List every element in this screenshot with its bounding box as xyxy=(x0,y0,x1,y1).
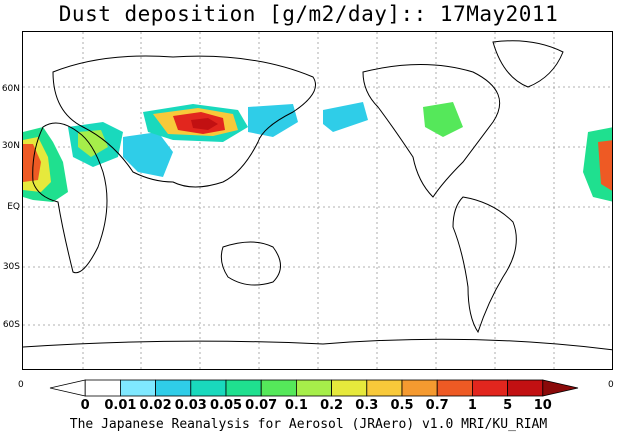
colorbar-label: 0.01 xyxy=(104,398,137,413)
colorbar-right-zero: 0 xyxy=(608,380,614,390)
map-canvas xyxy=(23,32,612,369)
footer-credit: The Japanese Reanalysis for Aerosol (JRA… xyxy=(69,417,548,432)
colorbar-label: 0.5 xyxy=(390,398,414,413)
lat-label-eq: EQ xyxy=(7,202,20,212)
coastlines xyxy=(23,40,612,351)
colorbar-label: 0.03 xyxy=(174,398,207,413)
colorbar-label: 0.07 xyxy=(245,398,278,413)
colorbar-label: 1 xyxy=(467,398,477,413)
colorbar-swatch xyxy=(84,379,121,397)
map-title: Dust deposition [g/m2/day]:: 17May2011 xyxy=(58,2,559,26)
colorbar-swatch xyxy=(190,379,227,397)
colorbar-label: 0.02 xyxy=(139,398,172,413)
colorbar-swatch xyxy=(401,379,438,397)
colorbar-label: 0.7 xyxy=(425,398,449,413)
colorbar-label: 0.05 xyxy=(209,398,243,413)
colorbar-label: 5 xyxy=(503,398,513,413)
lat-label-60n: 60N xyxy=(1,84,20,94)
colorbar-left-zero: 0 xyxy=(18,380,24,390)
dust-field xyxy=(23,102,612,202)
colorbar-swatch xyxy=(120,379,157,397)
colorbar-swatches xyxy=(49,379,579,397)
lat-label-60s: 60S xyxy=(2,320,20,330)
colorbar-label: 0 xyxy=(80,398,90,413)
world-map xyxy=(22,31,613,370)
colorbar-label: 10 xyxy=(533,398,552,413)
colorbar-swatch xyxy=(225,379,262,397)
colorbar-swatch xyxy=(49,379,86,397)
colorbar-swatch xyxy=(155,379,192,397)
colorbar-swatch xyxy=(507,379,544,397)
lat-label-30n: 30N xyxy=(1,141,20,151)
colorbar-swatch xyxy=(436,379,473,397)
map-grid xyxy=(23,32,612,369)
colorbar-swatch xyxy=(366,379,403,397)
colorbar-swatch xyxy=(260,379,297,397)
colorbar-label: 0.2 xyxy=(320,398,344,413)
colorbar: 0 0.01 0.02 0.03 0.05 0.07 0.1 0.2 0.3 0.5 0.7 1 5 10 xyxy=(0,378,617,418)
colorbar-swatch xyxy=(295,379,332,397)
colorbar-swatch xyxy=(542,379,579,397)
lat-label-30s: 30S xyxy=(2,262,20,272)
colorbar-label: 0.1 xyxy=(284,398,308,413)
colorbar-swatch xyxy=(471,379,508,397)
colorbar-label: 0.3 xyxy=(355,398,379,413)
colorbar-swatch xyxy=(331,379,368,397)
